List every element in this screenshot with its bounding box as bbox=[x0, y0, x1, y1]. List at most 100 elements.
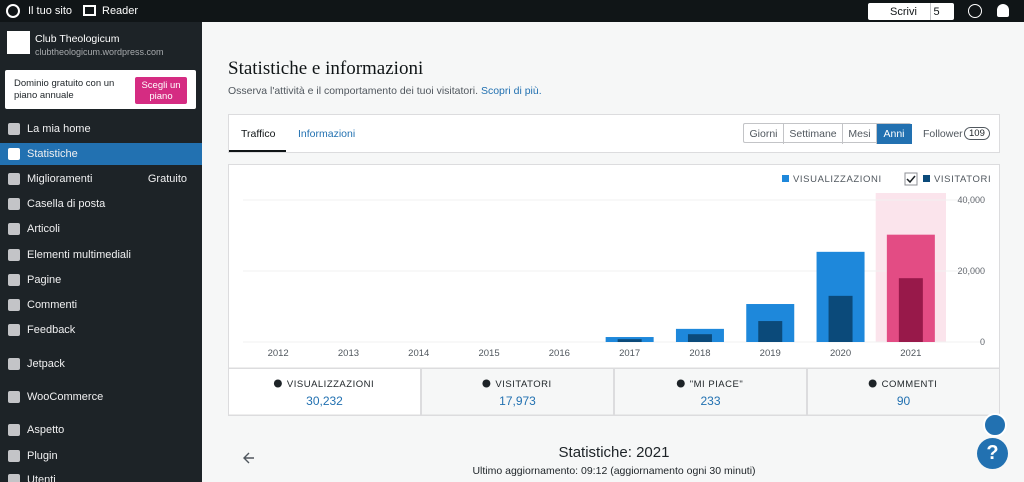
menu-label: WooCommerce bbox=[27, 391, 104, 403]
menu-icon bbox=[8, 123, 20, 135]
promo-button[interactable]: Scegli un piano bbox=[135, 77, 187, 104]
menu-icon bbox=[8, 173, 20, 185]
y-tick-label: 40,000 bbox=[957, 195, 985, 205]
bar bbox=[898, 278, 923, 342]
x-tick-label: 2012 bbox=[268, 348, 289, 359]
menu-badge: Gratuito bbox=[147, 173, 187, 185]
wp-logo[interactable] bbox=[6, 4, 20, 18]
menu-item[interactable]: WooCommerce bbox=[0, 386, 202, 408]
menu-label: Articoli bbox=[27, 223, 61, 235]
menu-item[interactable]: Casella di posta bbox=[0, 193, 202, 215]
period-button[interactable]: Giorni bbox=[744, 124, 784, 144]
menu-label: Plugin bbox=[27, 450, 58, 462]
summary-value: 233 bbox=[700, 394, 720, 408]
menu-item[interactable]: Pagine bbox=[0, 269, 202, 291]
bar bbox=[828, 295, 853, 342]
menu-label: Statistiche bbox=[27, 148, 78, 160]
period-button[interactable]: Mesi bbox=[843, 124, 877, 144]
menu-item[interactable]: Plugin bbox=[0, 445, 202, 467]
menu-icon bbox=[8, 324, 20, 336]
y-tick-label: 20,000 bbox=[957, 266, 985, 276]
summary-cell[interactable] bbox=[228, 368, 421, 416]
x-tick-label: 2017 bbox=[619, 348, 640, 359]
menu-item[interactable]: Aspetto bbox=[0, 419, 202, 441]
menu-icon bbox=[8, 148, 20, 160]
menu-item[interactable]: Articoli bbox=[0, 218, 202, 240]
menu-item[interactable]: Utenti bbox=[0, 469, 202, 482]
menu-icon bbox=[8, 474, 20, 482]
menu-icon bbox=[8, 391, 20, 403]
summary-cell[interactable] bbox=[421, 368, 614, 416]
tabs-card: Traffico Informazioni Giorni Settimane Mes… bbox=[228, 114, 1000, 153]
learn-more-link[interactable]: Scopri di più. bbox=[480, 85, 542, 97]
summary-label: "MI PIACE" bbox=[690, 379, 743, 390]
summary-value: 30,232 bbox=[306, 394, 343, 408]
legend-label: VISITATORI bbox=[934, 174, 991, 185]
menu-label: Commenti bbox=[27, 299, 78, 311]
site-icon bbox=[7, 31, 30, 54]
menu-label: Feedback bbox=[27, 324, 76, 336]
legend-swatch bbox=[782, 175, 789, 182]
back-arrow[interactable] bbox=[242, 451, 256, 465]
menu-item[interactable]: Statistiche bbox=[0, 143, 202, 165]
site-name[interactable]: Club Theologicum bbox=[35, 33, 120, 45]
reader-link[interactable]: Reader bbox=[102, 5, 139, 17]
summary-value: 17,973 bbox=[499, 394, 536, 408]
tab-traffic[interactable]: Traffico bbox=[241, 128, 276, 140]
x-tick-label: 2019 bbox=[760, 348, 781, 359]
menu-label: Casella di posta bbox=[27, 198, 106, 210]
menu-icon bbox=[8, 450, 20, 462]
notifications-icon[interactable] bbox=[997, 4, 1009, 17]
summary-label: VISUALIZZAZIONI bbox=[287, 379, 374, 390]
menu-item[interactable]: Miglioramenti Gratuito bbox=[0, 168, 202, 190]
menu-icon bbox=[8, 249, 20, 261]
x-tick-label: 2013 bbox=[338, 348, 359, 359]
legend-swatch bbox=[923, 175, 930, 182]
summary-icon bbox=[482, 379, 491, 388]
my-site-link[interactable]: Il tuo sito bbox=[28, 5, 73, 17]
arrow-path bbox=[243, 452, 254, 464]
x-tick-label: 2018 bbox=[689, 348, 710, 359]
tab-underline bbox=[229, 150, 286, 152]
page-subtitle: Osserva l'attività e il comportamento de… bbox=[228, 85, 542, 97]
period-title: Statistiche: 2021 bbox=[558, 444, 670, 461]
menu-label: La mia home bbox=[27, 123, 91, 135]
period-button[interactable]: Anni bbox=[877, 124, 912, 144]
menu-item[interactable]: Commenti bbox=[0, 294, 202, 316]
help-button[interactable]: ? bbox=[977, 438, 1008, 469]
summary-icon bbox=[868, 379, 877, 388]
menu-item[interactable]: Elementi multimediali bbox=[0, 244, 202, 266]
menu-icon bbox=[8, 358, 20, 370]
menu-item[interactable]: Jetpack bbox=[0, 353, 202, 375]
follower-label[interactable]: Follower bbox=[923, 128, 963, 140]
menu-item[interactable]: Feedback bbox=[0, 319, 202, 341]
menu-label: Pagine bbox=[27, 274, 62, 286]
site-url: clubtheologicum.wordpress.com bbox=[35, 47, 164, 57]
summary-icon bbox=[676, 379, 685, 388]
legend-label: VISUALIZZAZIONI bbox=[793, 174, 882, 185]
last-updated: Ultimo aggiornamento: 09:12 (aggiornamen… bbox=[472, 465, 756, 477]
period-button[interactable]: Settimane bbox=[784, 124, 843, 144]
tab-insights[interactable]: Informazioni bbox=[298, 128, 356, 140]
legend-checkbox bbox=[904, 172, 918, 186]
x-tick-label: 2021 bbox=[900, 348, 921, 359]
menu-label: Miglioramenti bbox=[27, 173, 93, 185]
x-tick-label: 2016 bbox=[549, 348, 570, 359]
menu-icon bbox=[8, 299, 20, 311]
summary-label: COMMENTI bbox=[882, 379, 938, 390]
menu-item[interactable]: La mia home bbox=[0, 118, 202, 140]
summary-icon bbox=[273, 379, 282, 388]
legend-check bbox=[906, 175, 916, 184]
translate-button[interactable] bbox=[983, 413, 1007, 437]
menu-label: Aspetto bbox=[27, 424, 65, 436]
summary-cell[interactable] bbox=[807, 368, 1000, 416]
x-tick-label: 2020 bbox=[830, 348, 851, 359]
summary-value: 90 bbox=[897, 394, 911, 408]
profile-icon[interactable] bbox=[968, 4, 982, 18]
bar bbox=[687, 334, 712, 342]
summary-cell[interactable] bbox=[614, 368, 807, 416]
write-button[interactable]: Scrivi 5 bbox=[868, 3, 954, 20]
page-title: Statistiche e informazioni bbox=[228, 58, 424, 79]
